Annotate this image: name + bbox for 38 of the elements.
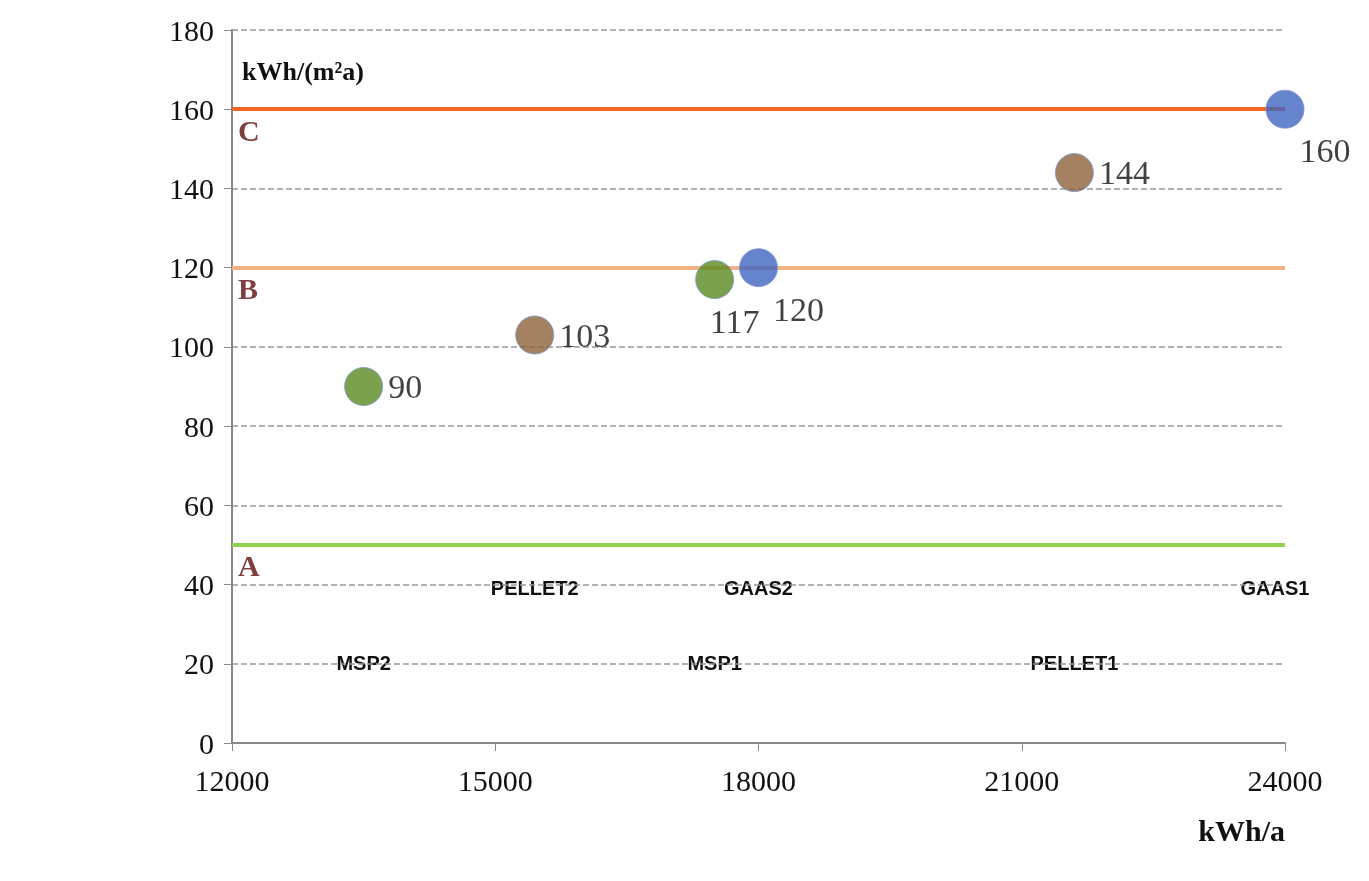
annotation: GAAS1 — [1240, 577, 1310, 599]
y-axis-title: kWh/(m²a) — [242, 56, 364, 86]
ref-line-label: A — [238, 549, 260, 583]
point — [739, 248, 778, 288]
x-tick-label: 18000 — [721, 763, 796, 797]
x-tick-label: 21000 — [984, 763, 1060, 797]
y-tick-label: 80 — [184, 409, 214, 443]
ref-line-label: C — [238, 113, 260, 147]
ref-line-label: B — [238, 272, 259, 306]
y-tick-label: 20 — [184, 647, 214, 681]
point — [1054, 153, 1094, 193]
y-tick-label: 60 — [184, 488, 214, 522]
annotation: PELLET2 — [490, 577, 579, 599]
x-tick-label: 12000 — [194, 763, 270, 797]
x-axis-title: kWh/a — [1198, 813, 1285, 847]
data-label: 120 — [773, 290, 824, 328]
y-tick-label: 40 — [184, 568, 214, 602]
y-tick-label: 100 — [169, 330, 214, 364]
y-tick-label: 120 — [169, 251, 214, 285]
y-tick-label: 140 — [169, 171, 214, 205]
y-tick-label: 160 — [169, 92, 214, 126]
annotation: PELLET1 — [1030, 652, 1119, 674]
y-tick-label: 0 — [199, 726, 214, 760]
point — [515, 315, 555, 355]
point — [1265, 89, 1305, 129]
point — [695, 260, 735, 300]
x-tick-label: 15000 — [457, 763, 533, 797]
annotation: MSP2 — [336, 652, 391, 674]
data-label: 117 — [709, 302, 760, 340]
annotation: GAAS2 — [724, 577, 793, 599]
annotation: MSP1 — [687, 652, 742, 674]
data-label: 103 — [559, 316, 611, 354]
x-tick-label: 24000 — [1247, 763, 1323, 797]
data-label: 144 — [1098, 154, 1150, 192]
data-label: 160 — [1299, 132, 1351, 170]
data-label: 90 — [388, 368, 423, 405]
y-tick-label: 180 — [169, 13, 214, 47]
point — [344, 367, 384, 406]
